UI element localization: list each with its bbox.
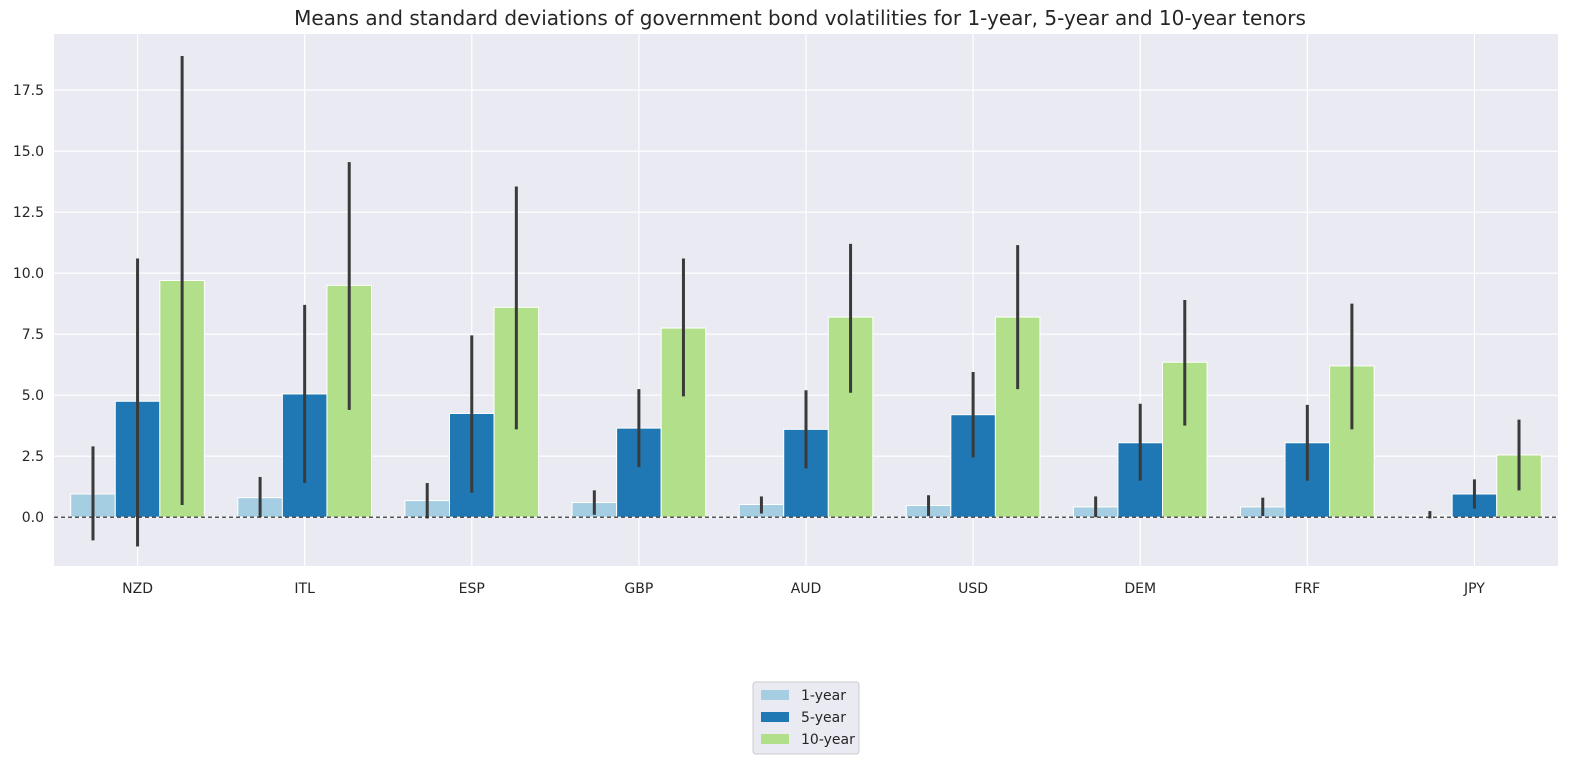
x-tick-label: NZD [122,581,153,597]
x-tick-label: DEM [1124,581,1156,597]
y-tick-label: 5.0 [22,388,44,404]
y-tick-label: 15.0 [13,144,44,160]
y-tick-label: 2.5 [22,449,44,465]
y-tick-label: 0.0 [22,510,44,526]
legend-swatch [761,734,789,744]
legend-swatch [761,690,789,700]
x-tick-label: GBP [624,581,653,597]
chart-title: Means and standard deviations of governm… [294,6,1306,30]
y-axis-ticks: 0.0 2.5 5.0 7.5 10.0 12.5 15.0 17.5 [13,83,44,526]
legend-swatch [761,712,789,722]
y-tick-label: 10.0 [13,266,44,282]
y-tick-label: 17.5 [13,83,44,99]
y-tick-label: 7.5 [22,327,44,343]
error-bars [91,55,1521,547]
x-tick-label: ITL [294,581,315,597]
y-tick-label: 12.5 [13,205,44,221]
legend-label: 5-year [801,710,846,726]
x-tick-label: AUD [791,581,822,597]
legend: 1-year 5-year 10-year [752,681,860,755]
legend-label: 10-year [801,732,855,748]
legend-label: 1-year [801,688,846,704]
x-axis-ticks: NZD ITL ESP GBP AUD USD DEM FRF JPY [122,581,1485,597]
x-tick-label: ESP [459,581,485,597]
x-tick-label: USD [958,581,988,597]
x-tick-label: FRF [1294,581,1320,597]
x-tick-label: JPY [1463,581,1485,597]
